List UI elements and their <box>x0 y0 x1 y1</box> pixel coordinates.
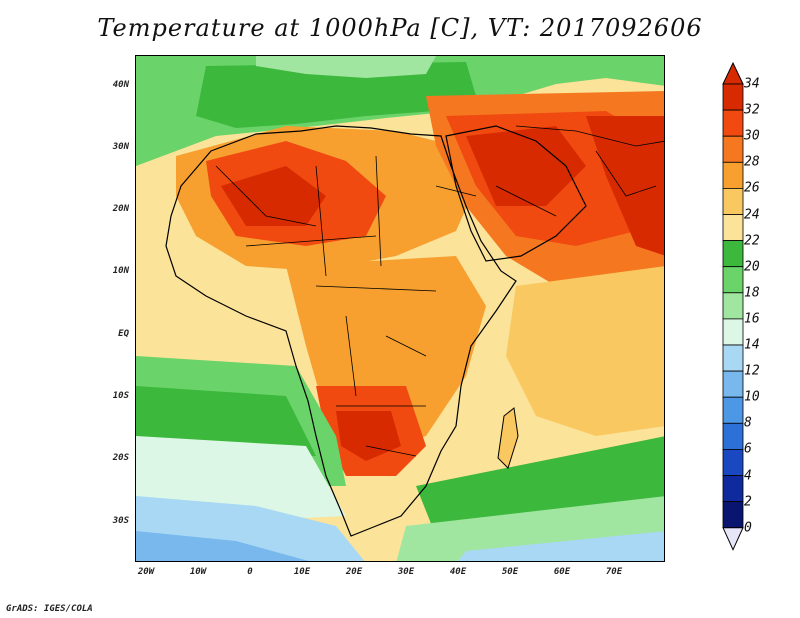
india-hot <box>586 116 664 256</box>
colorbar-segment <box>722 501 744 529</box>
colorbar-segment <box>722 422 744 450</box>
lon-label-10w: 10W <box>189 567 207 577</box>
colorbar-label: 14 <box>744 337 760 353</box>
colorbar-segment <box>722 135 744 163</box>
colorbar-label: 16 <box>744 311 760 327</box>
colorbar-label: 4 <box>744 468 752 483</box>
temperature-map <box>135 55 665 562</box>
colorbar-segment <box>722 109 744 137</box>
lon-label-50e: 50E <box>501 567 519 577</box>
colorbar-label: 32 <box>744 102 760 118</box>
colorbar-segment <box>722 83 744 111</box>
lon-label-70e: 70E <box>605 567 623 577</box>
colorbar-segment <box>722 370 744 398</box>
lon-label-60e: 60E <box>553 567 571 577</box>
lon-label-30e: 30E <box>397 567 415 577</box>
colorbar-label: 12 <box>744 363 760 379</box>
lon-label-20e: 20E <box>345 567 363 577</box>
colorbar-label: 18 <box>744 285 760 301</box>
europe-blue <box>256 56 436 78</box>
colorbar-label: 26 <box>744 180 760 196</box>
grads-credit: GrADS: IGES/COLA <box>6 604 93 614</box>
lon-label-20w: 20W <box>137 567 155 577</box>
colorbar-segment <box>722 396 744 424</box>
sahara-core <box>221 166 326 226</box>
arabia-outline <box>445 125 587 262</box>
med-green <box>196 62 476 128</box>
colorbar-segment <box>722 266 744 294</box>
colorbar-segment <box>722 214 744 242</box>
madagascar <box>497 407 519 469</box>
colorbar-label: 8 <box>744 415 752 431</box>
colorbar-segment <box>722 448 744 476</box>
colorbar-segment <box>722 344 744 372</box>
lat-label-20n: 20N <box>112 204 129 214</box>
colorbar-label: 34 <box>744 76 760 92</box>
south-atlantic-blue2 <box>136 531 309 561</box>
colorbar-label: 24 <box>744 207 760 222</box>
colorbar-segment <box>722 188 744 215</box>
colorbar-bottom-arrow <box>722 527 744 551</box>
lat-label-40n: 40N <box>112 80 129 90</box>
colorbar-label: 20 <box>744 259 760 275</box>
colorbar-label: 28 <box>744 154 760 170</box>
country-borders <box>215 125 664 457</box>
colorbar-segment <box>722 161 744 189</box>
colorbar-label: 22 <box>744 233 760 249</box>
lat-label-30s: 30S <box>112 516 129 526</box>
indian-ocean-warm <box>506 266 664 436</box>
southern-core <box>336 411 401 461</box>
lon-label-0: 0 <box>247 567 253 577</box>
lon-label-10e: 10E <box>293 567 311 577</box>
colorbar-top-arrow <box>722 62 744 85</box>
lat-label-30n: 30N <box>112 142 129 152</box>
lat-label-20s: 20S <box>112 453 129 463</box>
colorbar-label: 0 <box>744 520 752 536</box>
temperature-colorbar <box>722 62 744 551</box>
colorbar-segment <box>722 240 744 268</box>
plot-title: Temperature at 1000hPa [C], VT: 20170926… <box>97 14 703 42</box>
colorbar-label: 6 <box>744 441 752 457</box>
colorbar-label: 2 <box>744 494 752 510</box>
south-indian-blue <box>457 531 664 561</box>
lat-label-10s: 10S <box>112 391 129 401</box>
colorbar-segment <box>722 475 744 503</box>
colorbar-segment <box>722 292 744 320</box>
lat-label-10n: 10N <box>112 266 129 276</box>
colorbar-label: 10 <box>744 389 760 405</box>
colorbar-label: 30 <box>744 128 760 144</box>
africa-outline <box>165 125 517 537</box>
colorbar-segment <box>722 318 744 346</box>
lat-label-eq: EQ <box>118 329 129 339</box>
lon-label-40e: 40E <box>449 567 467 577</box>
